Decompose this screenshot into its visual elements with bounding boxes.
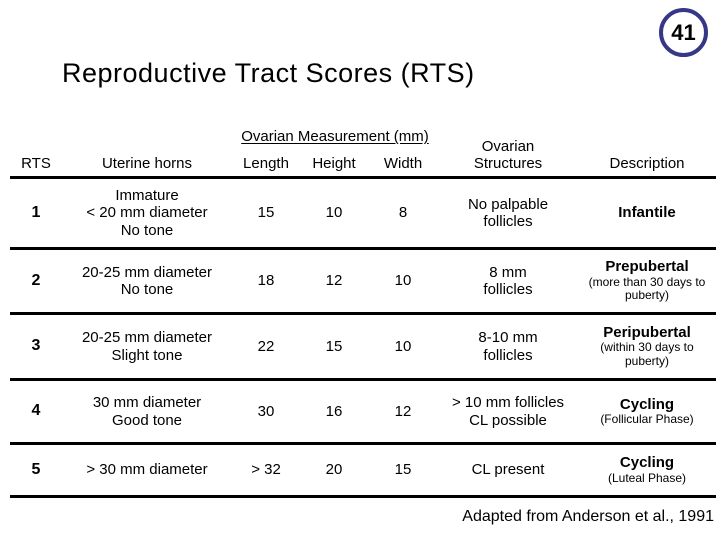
header-ovarian-structures: Ovarian Structures [438, 126, 578, 176]
height-cell: 10 [325, 204, 343, 222]
description-main: Prepubertal [605, 258, 689, 276]
description-main: Peripubertal [603, 323, 691, 341]
rts-score: 4 [31, 402, 41, 420]
ovarian-structures-cell: 8 mm follicles [483, 263, 533, 298]
uterine-horns-cell: 20-25 mm diameter Slight tone [81, 329, 213, 364]
header-height: Height [312, 154, 356, 172]
page-title: Reproductive Tract Scores (RTS) [62, 58, 475, 88]
rts-score: 5 [31, 460, 41, 478]
citation: Adapted from Anderson et al., 1991 [462, 508, 714, 525]
rts-score: 3 [31, 337, 41, 355]
header-measurement-columns: Length Height Width [232, 154, 438, 177]
height-cell: 12 [325, 272, 343, 290]
length-cell: 22 [257, 337, 275, 355]
ovarian-structures-cell: No palpable follicles [467, 195, 549, 230]
table-header: RTS Uterine horns Ovarian Measurement (m… [10, 126, 716, 176]
rts-table: RTS Uterine horns Ovarian Measurement (m… [10, 126, 716, 498]
uterine-horns-cell: 30 mm diameter Good tone [92, 394, 202, 429]
description-cell: Peripubertal (within 30 days to puberty) [578, 315, 716, 378]
ovarian-structures-cell: > 10 mm follicles CL possible [451, 394, 565, 429]
header-ovarian-measurement: Ovarian Measurement (mm) [241, 128, 429, 145]
description-main: Cycling [619, 454, 675, 472]
header-ovarian-structures-label: Ovarian Structures [473, 138, 543, 172]
height-cell: 16 [325, 402, 343, 420]
width-cell: 10 [394, 337, 412, 355]
uterine-horns-cell: Immature < 20 mm diameter No tone [86, 187, 208, 239]
table-row-rts-3: 3 20-25 mm diameter Slight tone 22 15 10… [10, 312, 716, 378]
description-detail: (more than 30 days to puberty) [588, 274, 706, 303]
rts-score: 1 [31, 203, 41, 221]
description-cell: Cycling (Follicular Phase) [578, 381, 716, 442]
ovarian-structures-cell: CL present [471, 461, 545, 479]
length-cell: 15 [257, 204, 275, 222]
table-row-rts-4: 4 30 mm diameter Good tone 30 16 12 > 10… [10, 378, 716, 442]
length-cell: > 32 [251, 461, 281, 479]
length-cell: 30 [257, 402, 275, 420]
rts-score: 2 [31, 271, 41, 289]
description-cell: Cycling (Luteal Phase) [578, 445, 716, 495]
description-detail: (within 30 days to puberty) [600, 340, 694, 368]
table-row-rts-2: 2 20-25 mm diameter No tone 18 12 10 8 m… [10, 247, 716, 312]
page-number-badge: 41 [659, 8, 708, 57]
ovarian-structures-cell: 8-10 mm follicles [478, 329, 538, 364]
width-cell: 12 [394, 402, 412, 420]
header-description: Description [609, 154, 685, 172]
header-width: Width [383, 154, 423, 172]
length-cell: 18 [257, 272, 275, 290]
width-cell: 10 [394, 272, 412, 290]
page-number: 41 [671, 19, 696, 45]
uterine-horns-cell: > 30 mm diameter [86, 461, 208, 479]
height-cell: 20 [325, 461, 343, 479]
width-cell: 8 [398, 204, 408, 222]
header-ovarian-measurement-group: Ovarian Measurement (mm) Length Height W… [232, 126, 438, 176]
description-detail: (Follicular Phase) [600, 412, 694, 427]
width-cell: 15 [394, 461, 412, 479]
description-main: Infantile [618, 203, 676, 221]
description-main: Cycling [619, 395, 675, 413]
uterine-horns-cell: 20-25 mm diameter No tone [81, 263, 213, 298]
description-detail: (Luteal Phase) [607, 470, 687, 485]
table-row-rts-5: 5 > 30 mm diameter > 32 20 15 CL present… [10, 442, 716, 495]
description-cell: Prepubertal (more than 30 days to pubert… [578, 250, 716, 312]
height-cell: 15 [325, 337, 343, 355]
header-length: Length [243, 154, 289, 172]
description-cell: Infantile [578, 179, 716, 247]
header-rts: RTS [21, 154, 51, 172]
header-uterine-horns: Uterine horns [101, 154, 193, 172]
table-row-rts-1: 1 Immature < 20 mm diameter No tone 15 1… [10, 176, 716, 247]
